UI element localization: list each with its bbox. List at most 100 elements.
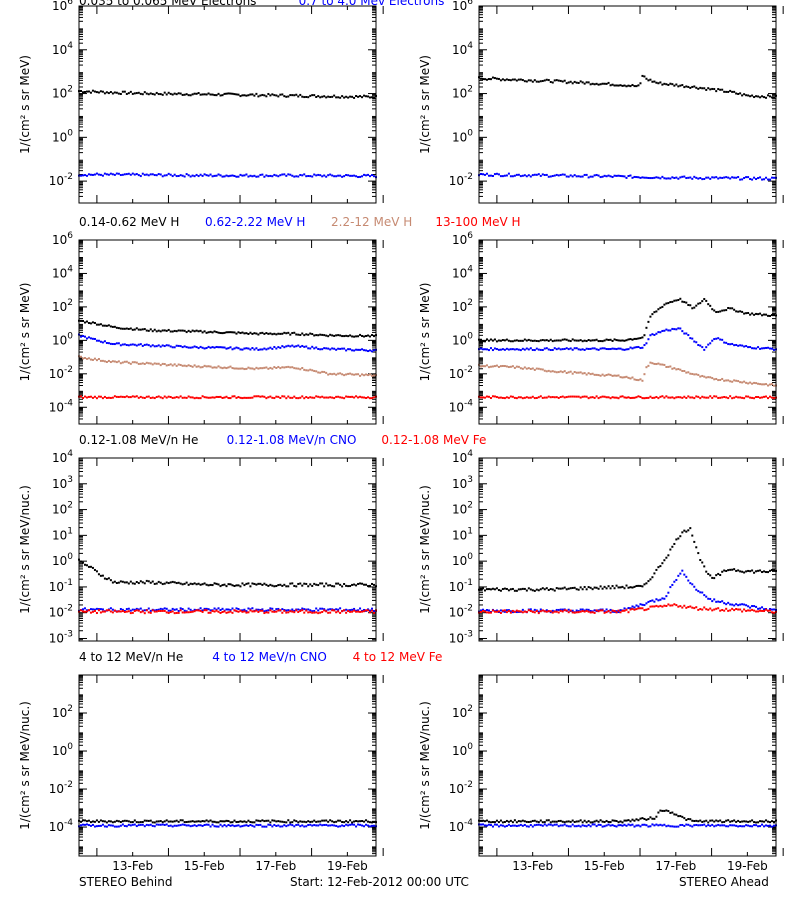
data-point bbox=[561, 610, 564, 613]
data-point bbox=[279, 346, 282, 349]
data-point bbox=[173, 346, 176, 349]
data-point bbox=[313, 369, 316, 372]
data-point bbox=[317, 612, 320, 615]
data-point bbox=[193, 820, 196, 823]
data-point bbox=[125, 825, 128, 828]
data-point bbox=[109, 325, 112, 328]
data-point bbox=[595, 395, 598, 398]
data-point bbox=[593, 586, 596, 589]
data-point bbox=[563, 609, 566, 612]
data-point bbox=[721, 396, 724, 399]
data-point bbox=[627, 84, 630, 87]
data-point bbox=[373, 349, 376, 352]
data-point bbox=[593, 396, 596, 399]
data-point bbox=[95, 607, 98, 610]
data-point bbox=[265, 174, 268, 177]
data-point bbox=[727, 176, 730, 179]
data-point bbox=[249, 823, 252, 826]
data-point bbox=[571, 819, 574, 822]
data-point bbox=[271, 825, 274, 828]
data-point bbox=[275, 610, 278, 613]
data-point bbox=[211, 366, 214, 369]
data-point bbox=[709, 819, 712, 822]
data-point bbox=[255, 819, 258, 822]
data-point bbox=[587, 372, 590, 375]
data-point bbox=[713, 577, 716, 580]
data-point bbox=[311, 369, 314, 372]
data-point bbox=[517, 348, 520, 351]
data-point bbox=[367, 334, 370, 337]
data-point bbox=[619, 824, 622, 827]
data-point bbox=[89, 824, 92, 827]
data-point bbox=[637, 584, 640, 587]
data-point bbox=[281, 825, 284, 828]
data-point bbox=[157, 608, 160, 611]
data-point bbox=[293, 584, 296, 587]
data-point bbox=[717, 88, 720, 91]
data-point bbox=[271, 819, 274, 822]
data-point bbox=[321, 370, 324, 373]
data-point bbox=[695, 395, 698, 398]
data-point bbox=[163, 609, 166, 612]
data-point bbox=[515, 609, 518, 612]
data-point bbox=[749, 95, 752, 98]
data-point bbox=[119, 344, 122, 347]
data-point bbox=[291, 824, 294, 827]
data-point bbox=[671, 327, 674, 330]
data-point bbox=[171, 825, 174, 828]
data-point bbox=[639, 395, 642, 398]
data-point bbox=[669, 82, 672, 85]
data-point bbox=[495, 77, 498, 80]
data-point bbox=[321, 819, 324, 822]
data-point bbox=[363, 825, 366, 828]
data-point bbox=[743, 820, 746, 823]
data-point bbox=[557, 611, 560, 614]
data-point bbox=[723, 309, 726, 312]
data-point bbox=[359, 582, 362, 585]
data-point bbox=[557, 825, 560, 828]
data-point bbox=[535, 588, 538, 591]
data-point bbox=[605, 608, 608, 611]
data-point bbox=[111, 360, 114, 363]
data-point bbox=[109, 172, 112, 175]
data-point bbox=[613, 174, 616, 177]
data-point bbox=[287, 331, 290, 334]
x-tick-label: 17-Feb bbox=[255, 859, 296, 873]
data-point bbox=[483, 340, 486, 343]
data-point bbox=[147, 174, 150, 177]
data-point bbox=[705, 299, 708, 302]
data-point bbox=[621, 376, 624, 379]
data-point bbox=[731, 568, 734, 571]
data-point bbox=[765, 608, 768, 611]
data-point bbox=[219, 585, 222, 588]
data-point bbox=[199, 824, 202, 827]
data-point bbox=[507, 610, 510, 613]
data-point bbox=[229, 331, 232, 334]
data-point bbox=[579, 348, 582, 351]
data-point bbox=[181, 583, 184, 586]
data-point bbox=[207, 345, 210, 348]
data-point bbox=[713, 608, 716, 611]
data-point bbox=[761, 95, 764, 98]
data-point bbox=[539, 610, 542, 613]
series-2 bbox=[478, 361, 777, 387]
data-point bbox=[491, 76, 494, 79]
data-point bbox=[763, 608, 766, 611]
data-point bbox=[205, 583, 208, 586]
data-point bbox=[265, 819, 268, 822]
data-point bbox=[129, 609, 132, 612]
data-point bbox=[585, 340, 588, 343]
data-point bbox=[481, 348, 484, 351]
data-point bbox=[617, 611, 620, 614]
data-point bbox=[483, 173, 486, 176]
data-point bbox=[571, 823, 574, 826]
data-point bbox=[349, 395, 352, 398]
data-point bbox=[773, 176, 776, 179]
data-point bbox=[257, 367, 260, 370]
data-point bbox=[361, 373, 364, 376]
data-point bbox=[665, 556, 668, 559]
data-point bbox=[269, 609, 272, 612]
data-point bbox=[331, 334, 334, 337]
data-point bbox=[693, 585, 696, 588]
data-point bbox=[557, 347, 560, 350]
